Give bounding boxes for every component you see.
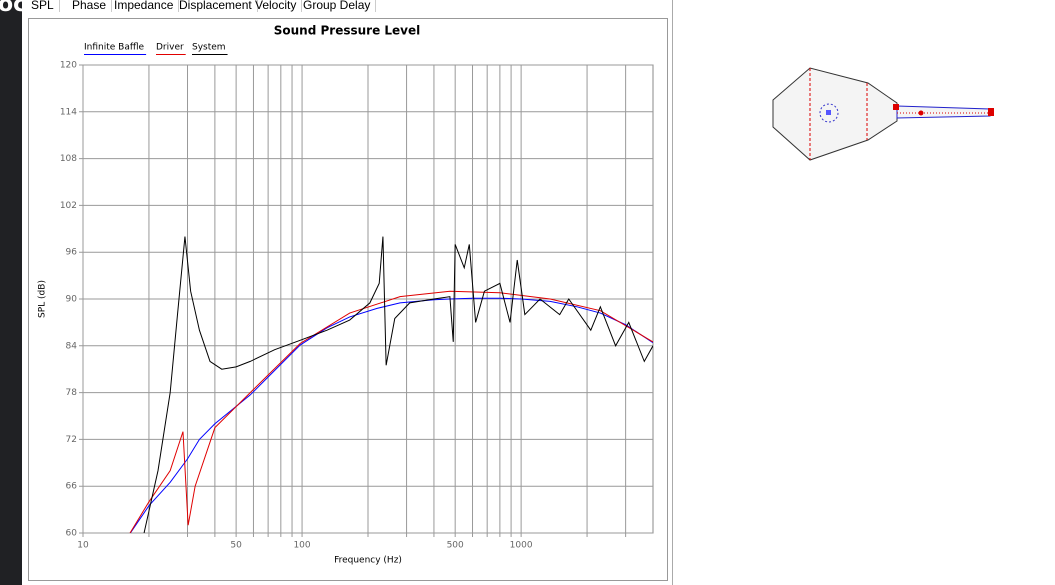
tab[interactable]: Displacement bbox=[174, 0, 258, 12]
x-tick-label: 100 bbox=[293, 541, 310, 551]
y-tick-label: 102 bbox=[60, 201, 77, 211]
y-tick-label: 108 bbox=[60, 154, 77, 164]
chart-title: Sound Pressure Level bbox=[274, 24, 421, 38]
legend-label: Driver bbox=[156, 43, 184, 53]
y-axis-label: SPL (dB) bbox=[38, 280, 48, 318]
y-tick-label: 90 bbox=[66, 295, 78, 305]
x-axis-label: Frequency (Hz) bbox=[334, 556, 402, 566]
y-tick-label: 114 bbox=[60, 107, 77, 117]
tab[interactable]: SPL bbox=[26, 0, 60, 12]
tab[interactable]: Group Delay bbox=[298, 0, 377, 12]
tab[interactable]: Phase bbox=[67, 0, 113, 12]
x-tick-label: 50 bbox=[230, 541, 242, 551]
sidebar-text: oc bbox=[0, 0, 22, 17]
y-tick-label: 78 bbox=[66, 388, 78, 398]
tab[interactable]: Velocity bbox=[250, 0, 303, 12]
y-tick-label: 66 bbox=[66, 482, 78, 492]
sidebar: oc bbox=[0, 0, 22, 585]
series-line bbox=[129, 290, 653, 533]
y-tick-label: 120 bbox=[60, 61, 77, 71]
x-tick-label: 1000 bbox=[510, 541, 533, 551]
x-tick-label: 500 bbox=[447, 541, 464, 551]
legend-label: Infinite Baffle bbox=[84, 43, 145, 53]
tab[interactable]: Impedance bbox=[109, 0, 180, 12]
y-tick-label: 84 bbox=[66, 341, 78, 351]
legend-label: System bbox=[192, 43, 226, 53]
series-line bbox=[143, 236, 653, 533]
y-tick-label: 60 bbox=[66, 529, 78, 539]
y-tick-label: 72 bbox=[66, 435, 77, 445]
y-tick-label: 96 bbox=[66, 248, 78, 258]
enclosure-diagram bbox=[772, 67, 994, 161]
x-tick-label: 10 bbox=[77, 541, 89, 551]
series-line bbox=[129, 297, 653, 533]
